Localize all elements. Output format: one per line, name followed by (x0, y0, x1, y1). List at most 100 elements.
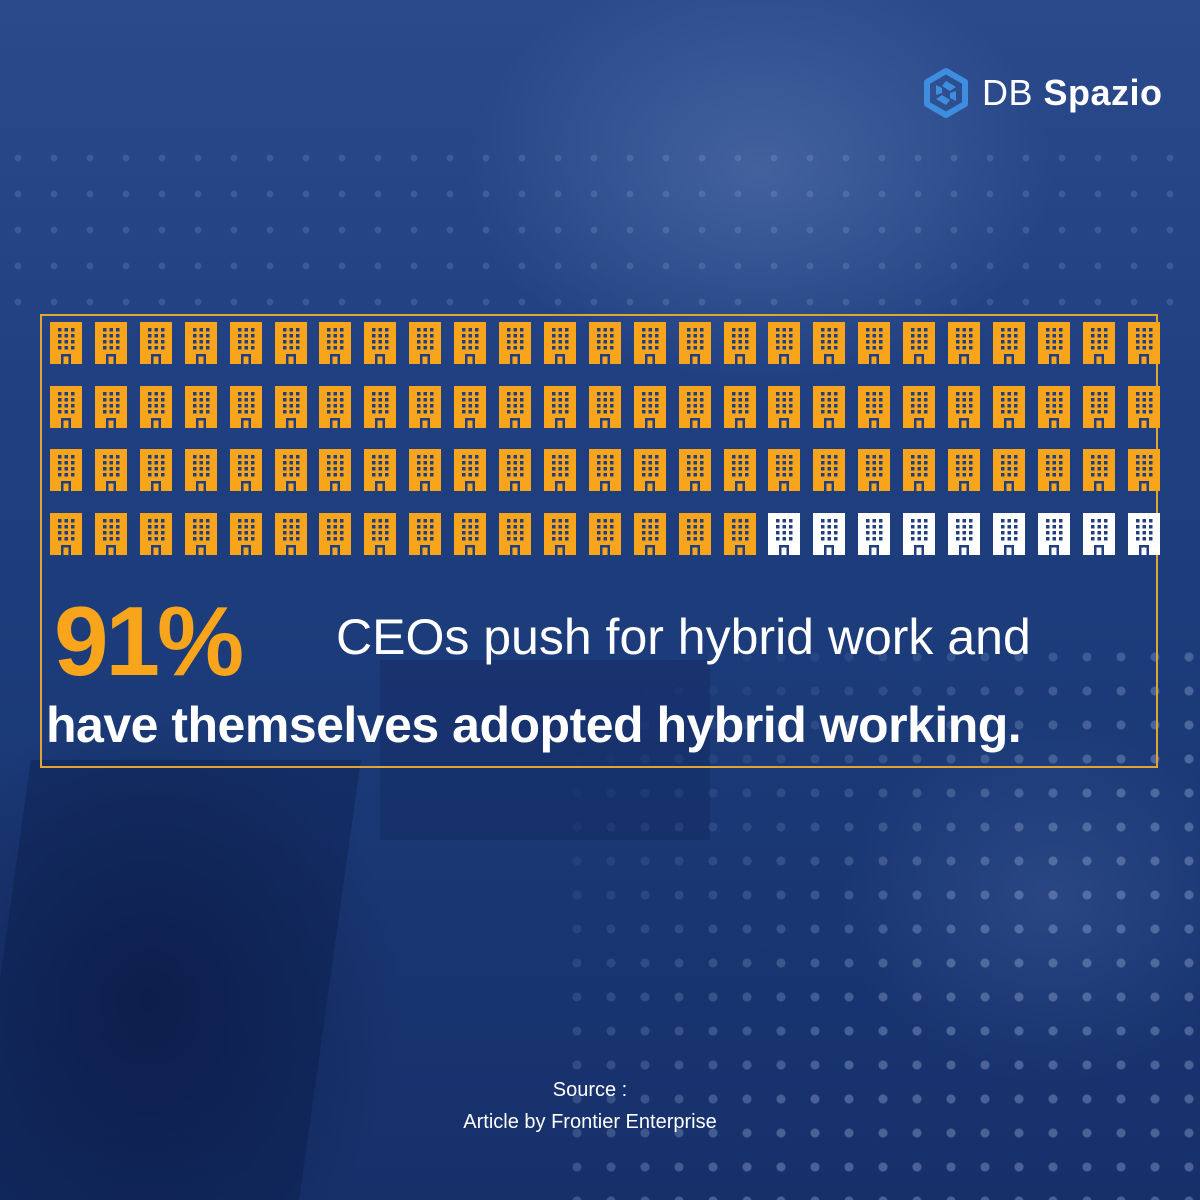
office-building-icon (94, 449, 127, 491)
office-building-icon (454, 512, 487, 555)
office-building-icon (543, 322, 576, 364)
office-building-icon (364, 322, 397, 364)
background-laptop-shape (0, 760, 361, 1200)
office-building-icon (409, 449, 442, 491)
background-dot-pattern-top (0, 140, 1200, 330)
headline-line-1: CEOs push for hybrid work and (336, 609, 1031, 665)
office-building-icon (678, 512, 711, 555)
office-building-icon (1037, 512, 1070, 555)
office-building-icon (409, 385, 442, 428)
office-building-icon (1082, 449, 1115, 491)
office-building-icon (813, 322, 846, 364)
office-building-icon (992, 449, 1025, 491)
office-building-icon (903, 385, 936, 428)
percentage-stat: 91% (54, 586, 244, 696)
office-building-icon (813, 385, 846, 428)
office-building-icon (723, 385, 756, 428)
office-building-icon (588, 385, 621, 428)
office-building-icon (903, 322, 936, 364)
office-building-icon (50, 322, 82, 364)
office-building-icon (184, 512, 217, 555)
office-building-icon (543, 449, 576, 491)
office-building-icon (274, 449, 307, 491)
office-building-icon (678, 322, 711, 364)
office-building-icon (50, 449, 82, 491)
office-building-icon (229, 512, 262, 555)
office-building-icon (229, 322, 262, 364)
office-building-icon (768, 512, 801, 555)
office-building-icon (768, 385, 801, 428)
office-building-icon (94, 512, 127, 555)
office-building-icon (274, 385, 307, 428)
office-building-icon (948, 512, 980, 555)
office-building-icon (50, 385, 82, 428)
office-building-icon (499, 512, 531, 555)
office-building-icon (319, 449, 352, 491)
office-building-icon (1082, 512, 1115, 555)
office-building-icon (139, 385, 172, 428)
office-building-icon (1037, 449, 1070, 491)
office-building-icon (274, 322, 307, 364)
office-building-icon (723, 322, 756, 364)
office-building-icon (229, 449, 262, 491)
brand-name: DB Spazio (982, 72, 1163, 114)
office-building-icon (588, 449, 621, 491)
office-building-icon (903, 512, 936, 555)
building-icon-grid (50, 322, 1160, 562)
office-building-icon (319, 385, 352, 428)
office-building-icon (139, 322, 172, 364)
office-building-icon (1127, 322, 1160, 364)
hexagon-swirl-icon (924, 68, 968, 118)
office-building-icon (992, 512, 1025, 555)
office-building-icon (633, 322, 666, 364)
office-building-icon (364, 385, 397, 428)
office-building-icon (948, 322, 980, 364)
office-building-icon (633, 449, 666, 491)
office-building-icon (992, 385, 1025, 428)
office-building-icon (992, 322, 1025, 364)
office-building-icon (543, 512, 576, 555)
brand-name-light: DB (982, 72, 1034, 113)
office-building-icon (229, 385, 262, 428)
office-building-icon (319, 322, 352, 364)
office-building-icon (723, 512, 756, 555)
office-building-icon (1127, 449, 1160, 491)
background-laptop-shape-center (380, 660, 710, 840)
office-building-icon (319, 512, 352, 555)
office-building-icon (678, 449, 711, 491)
office-building-icon (454, 385, 487, 428)
office-building-icon (858, 322, 891, 364)
office-building-icon (454, 322, 487, 364)
office-building-icon (948, 385, 980, 428)
office-building-icon (139, 449, 172, 491)
office-building-icon (948, 449, 980, 491)
office-building-icon (409, 512, 442, 555)
office-building-icon (1082, 385, 1115, 428)
brand-logo: DB Spazio (920, 66, 1163, 120)
office-building-icon (1127, 512, 1160, 555)
office-building-icon (813, 512, 846, 555)
office-building-icon (139, 512, 172, 555)
office-building-icon (364, 512, 397, 555)
office-building-icon (454, 449, 487, 491)
office-building-icon (768, 322, 801, 364)
office-building-icon (184, 449, 217, 491)
office-building-icon (768, 449, 801, 491)
office-building-icon (813, 449, 846, 491)
office-building-icon (588, 322, 621, 364)
headline-line-2: have themselves adopted hybrid working. (46, 697, 1022, 753)
office-building-icon (858, 512, 891, 555)
office-building-icon (1037, 322, 1070, 364)
office-building-icon (543, 385, 576, 428)
office-building-icon (94, 385, 127, 428)
office-building-icon (723, 449, 756, 491)
source-citation: Source : Article by Frontier Enterprise (440, 1074, 740, 1138)
office-building-icon (633, 385, 666, 428)
office-building-icon (50, 512, 82, 555)
source-text: Article by Frontier Enterprise (463, 1111, 717, 1133)
office-building-icon (499, 385, 531, 428)
office-building-icon (1082, 322, 1115, 364)
office-building-icon (364, 449, 397, 491)
office-building-icon (588, 512, 621, 555)
